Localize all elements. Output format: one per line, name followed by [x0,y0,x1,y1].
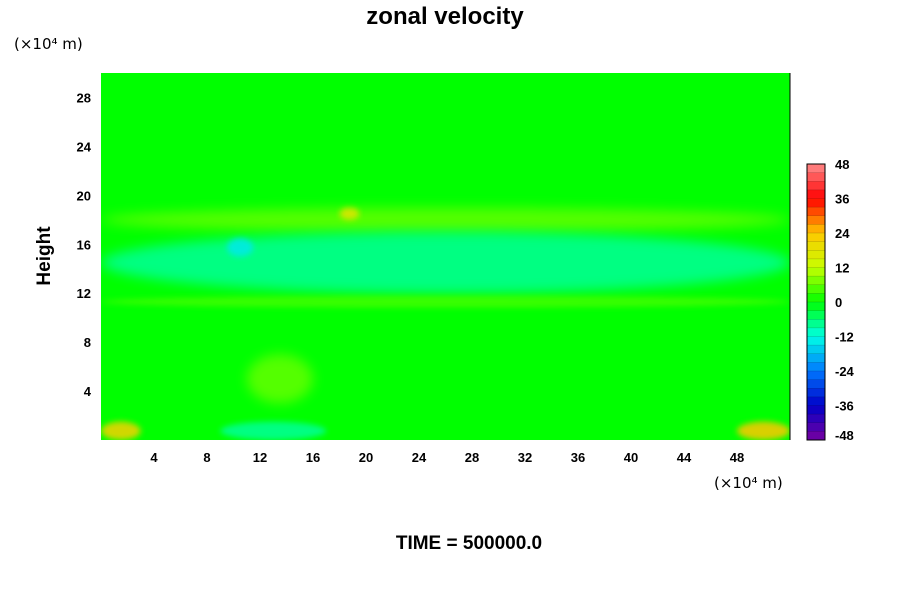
colorbar-tick-label: 12 [835,261,849,276]
x-axis: 4 8 12 16 20 24 28 32 36 40 44 48 [150,450,744,465]
colorbar-tick-label: -36 [835,399,854,414]
x-tick-label: 44 [677,450,692,465]
x-tick-label: 12 [253,450,267,465]
colorbar-band [807,207,825,217]
y-axis: 4 8 12 16 20 24 28 [77,90,92,399]
colorbar-band [807,353,825,363]
colorbar-band [807,362,825,372]
chart-title: zonal velocity [366,3,524,30]
heatmap-region-lower-jet [101,295,790,308]
colorbar-band [807,371,825,381]
colorbar-frame [806,163,826,441]
heatmap-region-bl-westerly-left [101,421,141,440]
colorbar-band [807,422,825,432]
heatmap-region-bl-easterly-center [220,421,327,440]
y-tick-label: 4 [84,384,92,399]
x-tick-label: 48 [730,450,744,465]
colorbar-tick-label: 0 [835,295,842,310]
heatmap-region-upper-jet [101,207,790,233]
x-tick-label: 24 [412,450,427,465]
colorbar: 48 36 24 12 0 -12 -24 -36 -48 [806,157,855,443]
colorbar-band [807,302,825,312]
colorbar-band [807,172,825,182]
x-tick-label: 4 [150,450,158,465]
colorbar-band [807,388,825,398]
colorbar-band [807,258,825,268]
x-tick-label: 40 [624,450,638,465]
colorbar-band [807,327,825,337]
x-tick-label: 8 [203,450,210,465]
colorbar-band [807,414,825,424]
heatmap-region-strong-east-core [226,238,254,257]
colorbar-tick-label: -48 [835,428,854,443]
colorbar-band [807,319,825,329]
x-unit-label: (×10⁴ m) [714,474,783,492]
colorbar-tick-label: -24 [835,364,855,379]
colorbar-band [807,336,825,346]
colorbar-band [807,310,825,320]
time-label: TIME = 500000.0 [396,533,542,554]
heatmap-region-mid-easterly-band [101,232,790,294]
colorbar-band [807,431,825,441]
colorbar-band [807,215,825,225]
colorbar-band [807,241,825,251]
colorbar-band [807,233,825,243]
colorbar-band [807,224,825,234]
heatmap-region-bl-westerly-right [737,421,790,440]
colorbar-band [807,379,825,389]
y-axis-label: Height [34,226,55,286]
y-tick-label: 12 [77,286,91,301]
colorbar-band [807,284,825,294]
colorbar-tick-label: -12 [835,330,854,345]
colorbar-band [807,276,825,286]
y-tick-label: 28 [77,90,91,105]
colorbar-band [807,293,825,303]
x-tick-label: 20 [359,450,373,465]
x-tick-label: 36 [571,450,585,465]
y-tick-label: 20 [77,188,91,203]
x-tick-label: 28 [465,450,479,465]
y-unit-label: (×10⁴ m) [14,35,83,53]
colorbar-band [807,396,825,406]
colorbar-tick-label: 24 [835,226,850,241]
heatmap-region-low-westerly-center [246,354,313,404]
y-tick-label: 8 [84,335,91,350]
colorbar-band [807,405,825,415]
colorbar-band [807,189,825,199]
plot-area [101,73,790,440]
heatmap-region-strong-west-core [339,207,360,220]
x-tick-label: 32 [518,450,532,465]
x-tick-label: 16 [306,450,320,465]
colorbar-band [807,198,825,208]
colorbar-tick-label: 48 [835,157,849,172]
y-tick-label: 24 [77,139,92,154]
colorbar-band [807,250,825,260]
heatmap-features [101,207,790,440]
y-tick-label: 16 [77,237,91,252]
colorbar-band [807,181,825,191]
colorbar-tick-label: 36 [835,192,849,207]
colorbar-band [807,164,825,174]
colorbar-band [807,345,825,355]
colorbar-band [807,267,825,277]
